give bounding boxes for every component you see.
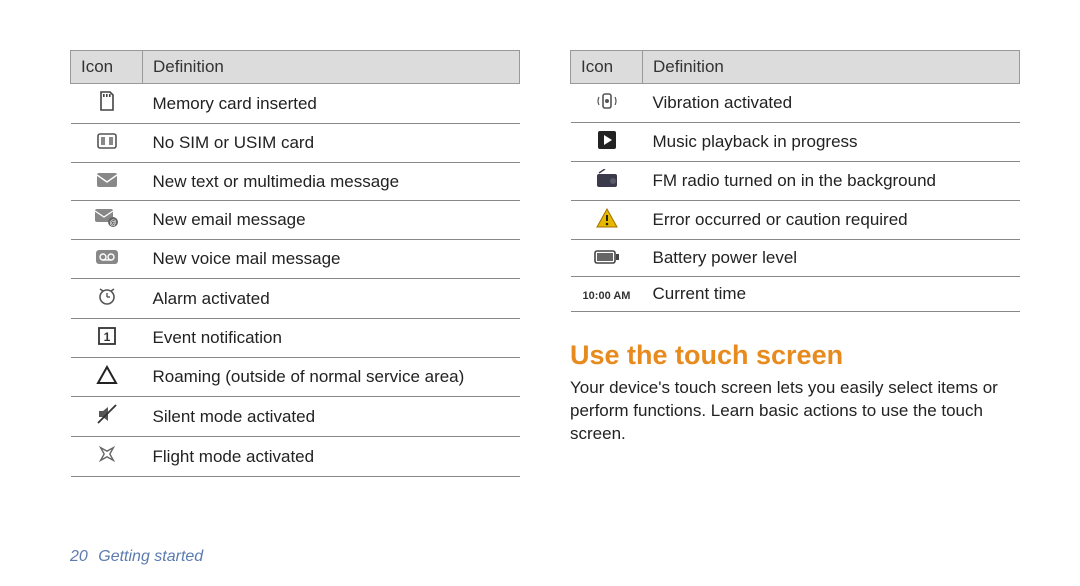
definition-cell: New text or multimedia message: [143, 163, 520, 201]
definition-cell: Alarm activated: [143, 279, 520, 319]
definition-cell: FM radio turned on in the background: [643, 162, 1020, 201]
vibration-icon: [593, 90, 621, 112]
body-paragraph: Your device's touch screen lets you easi…: [570, 377, 1020, 446]
definition-cell: New voice mail message: [143, 240, 520, 279]
table-row: No SIM or USIM card: [71, 124, 520, 163]
warning-icon: [593, 207, 621, 229]
table-row: Silent mode activated: [71, 397, 520, 437]
table-row: 1 Event notification: [71, 319, 520, 358]
voicemail-icon: [93, 246, 121, 268]
table-row: Memory card inserted: [71, 84, 520, 124]
footer-section: Getting started: [98, 548, 203, 565]
table-row: 10:00 AM Current time: [571, 277, 1020, 312]
table-row: Roaming (outside of normal service area): [71, 358, 520, 397]
event-notification-icon: 1: [93, 325, 121, 347]
right-column: Icon Definition Vibration activated Musi…: [570, 50, 1020, 477]
definition-cell: Flight mode activated: [143, 437, 520, 477]
definition-cell: Memory card inserted: [143, 84, 520, 124]
table-header-icon: Icon: [571, 51, 643, 84]
table-row: Error occurred or caution required: [571, 201, 1020, 240]
table-row: Battery power level: [571, 240, 1020, 277]
memory-card-icon: [93, 90, 121, 112]
text-message-icon: [93, 169, 121, 191]
roaming-icon: [93, 364, 121, 386]
section-heading: Use the touch screen: [570, 340, 1020, 371]
definition-cell: Silent mode activated: [143, 397, 520, 437]
table-row: FM radio turned on in the background: [571, 162, 1020, 201]
table-header-definition: Definition: [143, 51, 520, 84]
definition-cell: Roaming (outside of normal service area): [143, 358, 520, 397]
definition-cell: No SIM or USIM card: [143, 124, 520, 163]
icon-table-left: Icon Definition Memory card inserted No …: [70, 50, 520, 477]
alarm-icon: [93, 285, 121, 307]
fm-radio-icon: [593, 168, 621, 190]
time-icon: 10:00 AM: [583, 290, 631, 302]
page-footer: 20 Getting started: [70, 548, 203, 566]
music-play-icon: [593, 129, 621, 151]
definition-cell: Vibration activated: [643, 84, 1020, 123]
table-row: Flight mode activated: [71, 437, 520, 477]
svg-text:@: @: [109, 220, 116, 227]
table-row: New text or multimedia message: [71, 163, 520, 201]
page-number: 20: [70, 548, 88, 565]
left-column: Icon Definition Memory card inserted No …: [70, 50, 520, 477]
table-header-icon: Icon: [71, 51, 143, 84]
definition-cell: Music playback in progress: [643, 123, 1020, 162]
table-row: @ New email message: [71, 201, 520, 240]
table-row: New voice mail message: [71, 240, 520, 279]
definition-cell: Current time: [643, 277, 1020, 312]
no-sim-icon: [93, 130, 121, 152]
table-row: Vibration activated: [571, 84, 1020, 123]
definition-cell: Event notification: [143, 319, 520, 358]
two-column-layout: Icon Definition Memory card inserted No …: [70, 50, 1020, 477]
flight-mode-icon: [93, 443, 121, 465]
battery-icon: [593, 246, 621, 268]
definition-cell: Error occurred or caution required: [643, 201, 1020, 240]
email-message-icon: @: [93, 207, 121, 229]
table-header-definition: Definition: [643, 51, 1020, 84]
svg-text:1: 1: [103, 330, 110, 344]
icon-table-right: Icon Definition Vibration activated Musi…: [570, 50, 1020, 312]
silent-mode-icon: [93, 403, 121, 425]
table-row: Alarm activated: [71, 279, 520, 319]
definition-cell: New email message: [143, 201, 520, 240]
table-row: Music playback in progress: [571, 123, 1020, 162]
definition-cell: Battery power level: [643, 240, 1020, 277]
